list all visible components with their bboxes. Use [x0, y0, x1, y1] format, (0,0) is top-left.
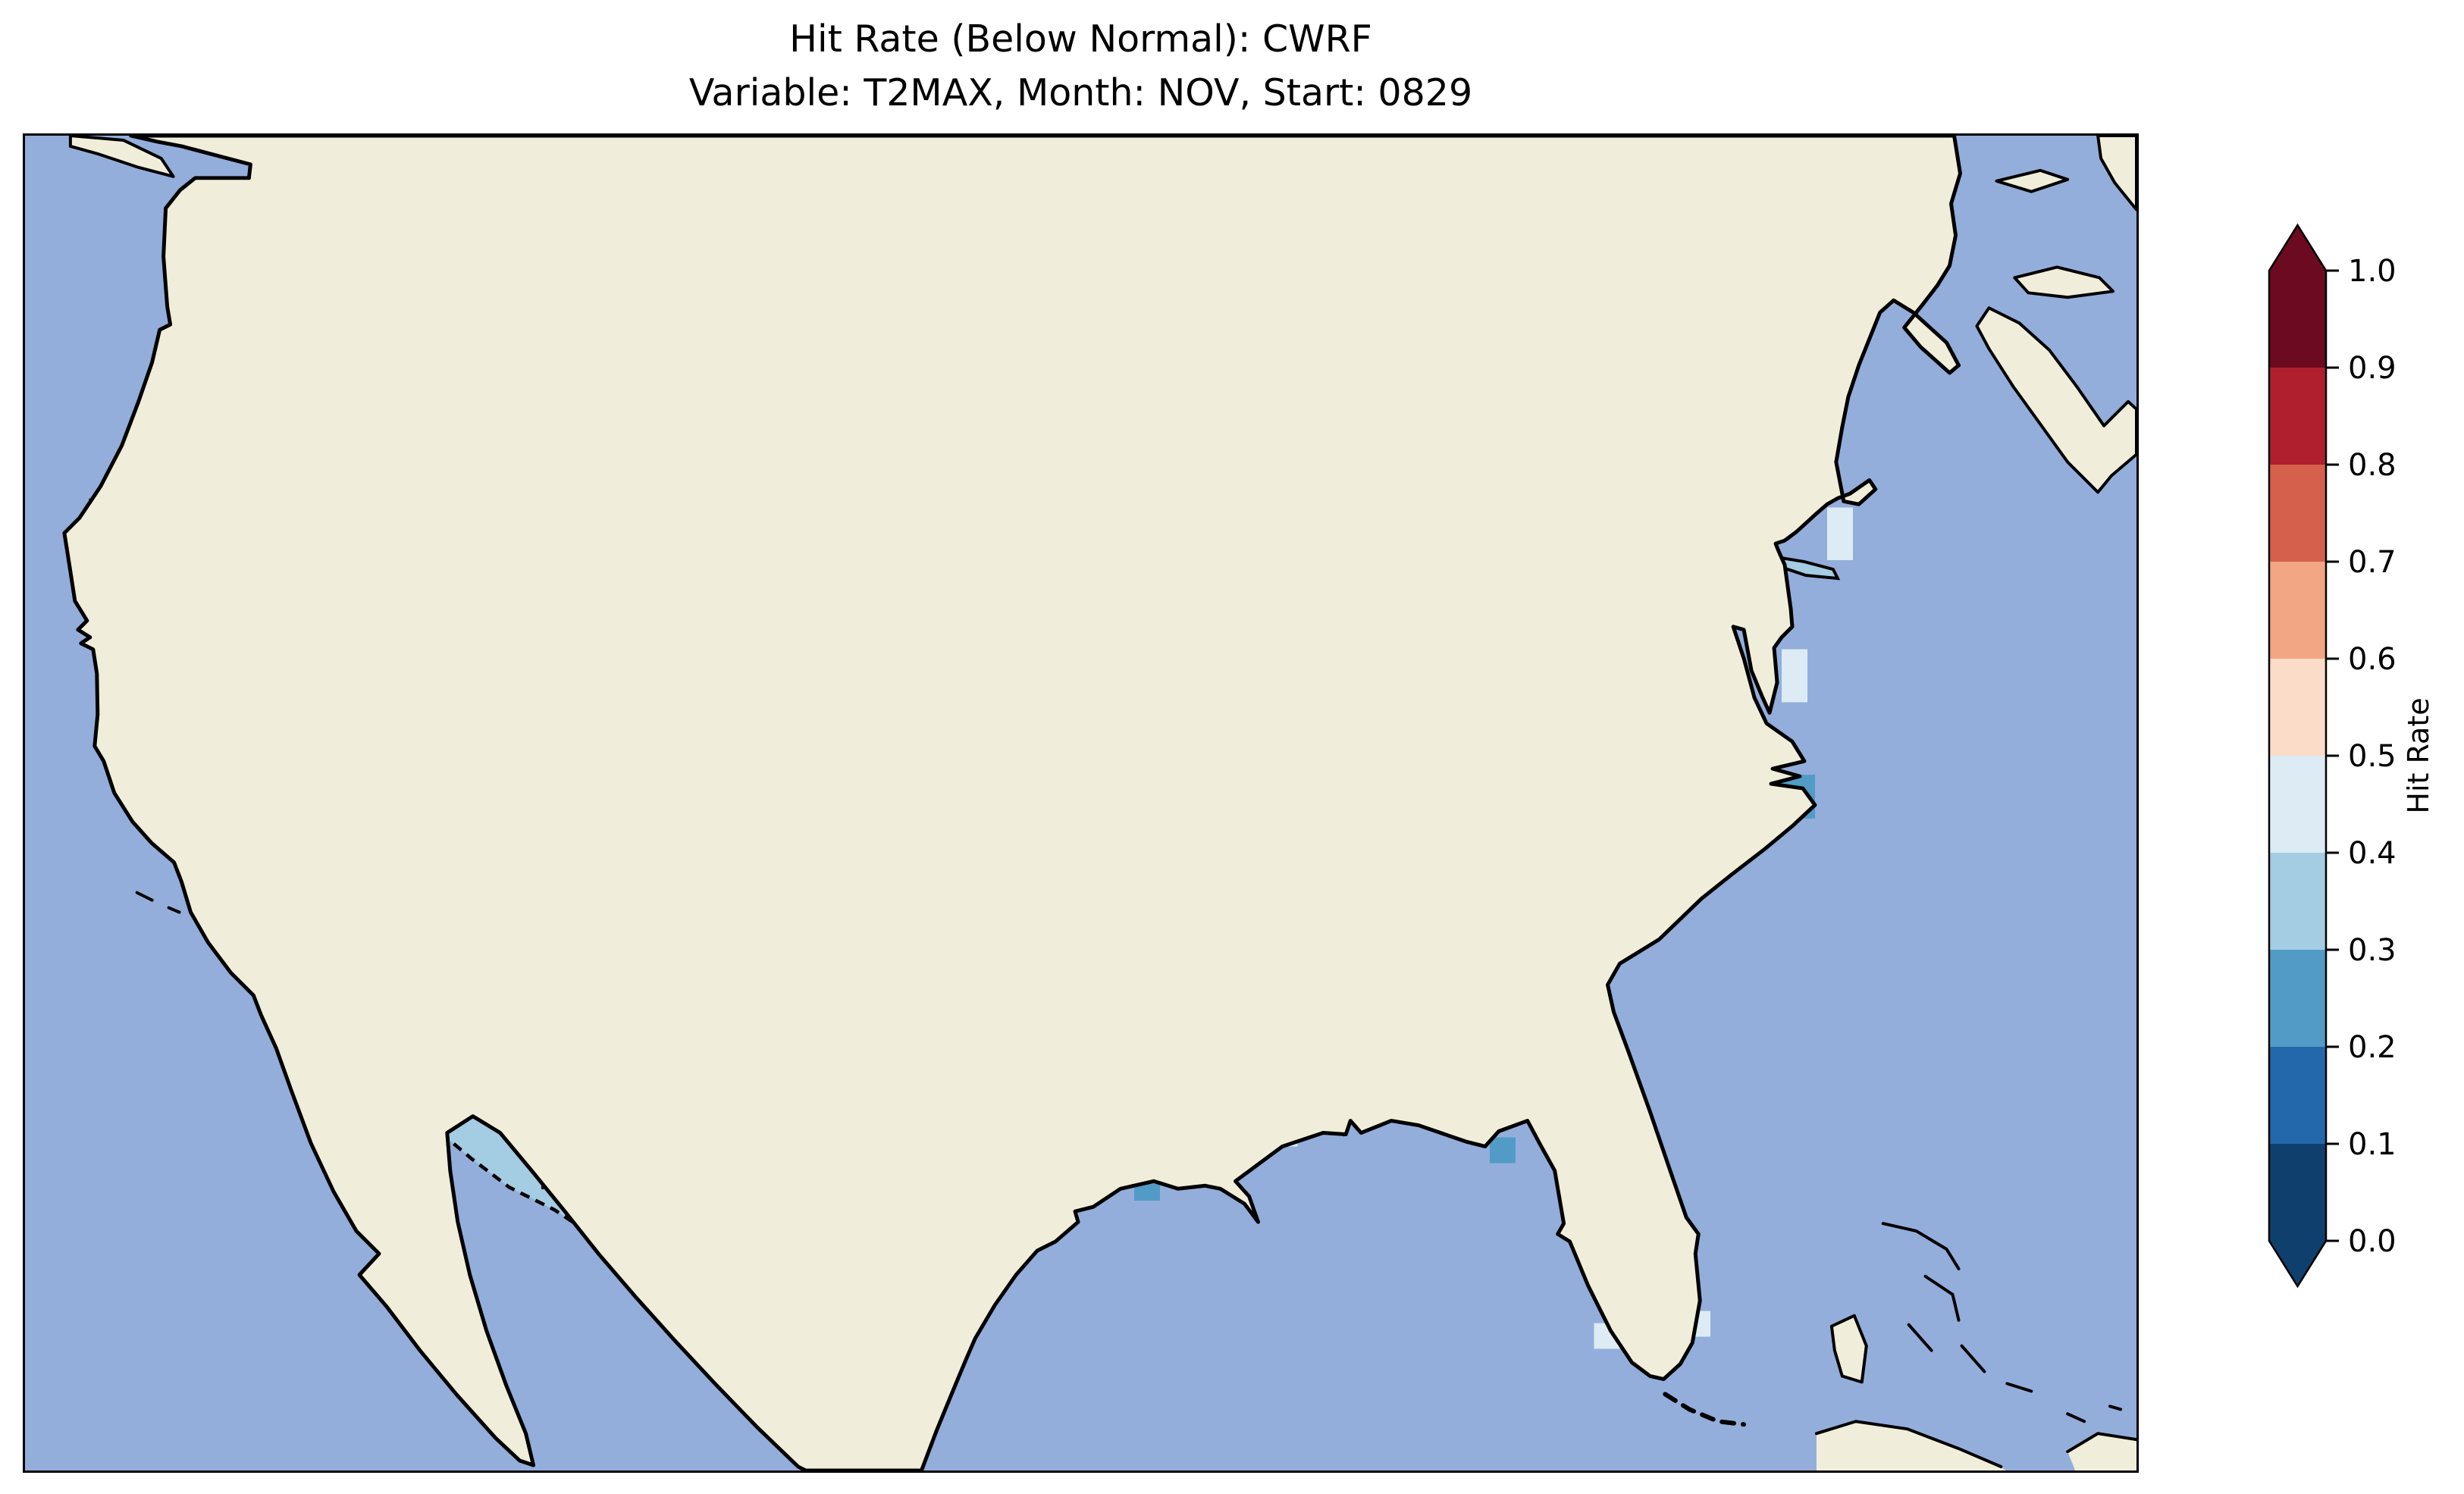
colorbar-segment-0.3-0.4: [2269, 853, 2326, 950]
colorbar-segment-0.2-0.3: [2269, 950, 2326, 1047]
colorbar-segment-0.0-0.1: [2269, 1144, 2326, 1241]
colorbar-tick-label: 0.8: [2348, 448, 2397, 483]
colorbar-tick-label: 0.1: [2348, 1127, 2397, 1162]
colorbar-segment-0.7-0.8: [2269, 465, 2326, 562]
nova-scotia-coast: [1975, 306, 2136, 494]
nova-scotia: [1977, 308, 2136, 493]
map-svg: [25, 136, 2136, 1471]
pei-coast: [2013, 265, 2115, 299]
colorbar-segment-0.6-0.7: [2269, 562, 2326, 659]
colorbar-extend-max-arrow: [2269, 225, 2326, 271]
hit-rate-cell-0p4-0p5: [1826, 507, 1853, 561]
colorbar-segment-0.8-0.9: [2269, 368, 2326, 465]
colorbar-tick-label: 0.7: [2348, 545, 2397, 580]
channel-islands: [135, 891, 181, 914]
andros-coast: [1829, 1314, 1868, 1384]
turks-caicos: [2108, 1405, 2123, 1411]
colorbar-segment-0.1-0.2: [2269, 1047, 2326, 1144]
colorbar-extend-min-arrow: [2269, 1241, 2326, 1286]
map-panel: [23, 133, 2139, 1473]
florida-keys: [1663, 1392, 1747, 1427]
hispaniola-coast: [2066, 1432, 2136, 1454]
bahamas-grand-abaco: [1881, 1222, 1961, 1270]
newfoundland-coast: [2096, 136, 2136, 211]
bahamas-long-island: [1960, 1344, 1986, 1373]
anticosti-coast: [1995, 168, 2070, 193]
colorbar-segment-0.9-1.0: [2269, 271, 2326, 368]
colorbar-tick-label: 0.0: [2348, 1224, 2397, 1259]
bahamas-inagua: [2066, 1412, 2086, 1424]
colorbar-tick-label: 1.0: [2348, 254, 2397, 289]
cuba-coast: [1814, 1420, 2003, 1469]
cuba: [1816, 1421, 2006, 1471]
colorbar-tick-label: 0.3: [2348, 933, 2397, 968]
colorbar-tick-label: 0.5: [2348, 739, 2397, 774]
figure-title: Hit Rate (Below Normal): CWRF Variable: …: [23, 12, 2139, 120]
colorbar-svg: 1.0 0.9 0.8 0.7 0.6 0.5 0.4 0.3 0.2 0.1 0.0 Hit Ra…: [2268, 223, 2435, 1289]
bahamas-crooked: [2005, 1382, 2033, 1393]
colorbar-segment-0.5-0.6: [2269, 659, 2326, 756]
colorbar-axis-label: Hit Rate: [2402, 697, 2435, 813]
coastlines-layer: [64, 136, 2136, 1471]
colorbar-segment-0.4-0.5: [2269, 756, 2326, 853]
newfoundland-corner: [2098, 136, 2136, 210]
colorbar-segments: [2269, 225, 2326, 1286]
title-line-2: Variable: T2MAX, Month: NOV, Start: 0829: [688, 71, 1473, 114]
colorbar-tick-label: 0.9: [2348, 351, 2397, 386]
colorbar-ticks: 1.0 0.9 0.8 0.7 0.6 0.5 0.4 0.3 0.2 0.1 0.0: [2326, 254, 2397, 1259]
prince-edward-island: [2014, 267, 2114, 298]
colorbar-tick-label: 0.4: [2348, 836, 2397, 871]
title-line-1: Hit Rate (Below Normal): CWRF: [789, 17, 1372, 61]
bahamas-eleuthera: [1923, 1274, 1961, 1322]
vancouver-island-coast: [68, 136, 175, 178]
hit-rate-cell-0p2-0p3: [1489, 1137, 1516, 1164]
vancouver-island: [70, 136, 174, 177]
colorbar: 1.0 0.9 0.8 0.7 0.6 0.5 0.4 0.3 0.2 0.1 0.0 Hit Ra…: [2256, 205, 2460, 1311]
colorbar-tick-label: 0.2: [2348, 1030, 2397, 1065]
hit-rate-cell-0p4-0p5: [1782, 649, 1807, 703]
bahamas-exuma: [1907, 1323, 1933, 1352]
colorbar-tick-label: 0.6: [2348, 642, 2397, 677]
